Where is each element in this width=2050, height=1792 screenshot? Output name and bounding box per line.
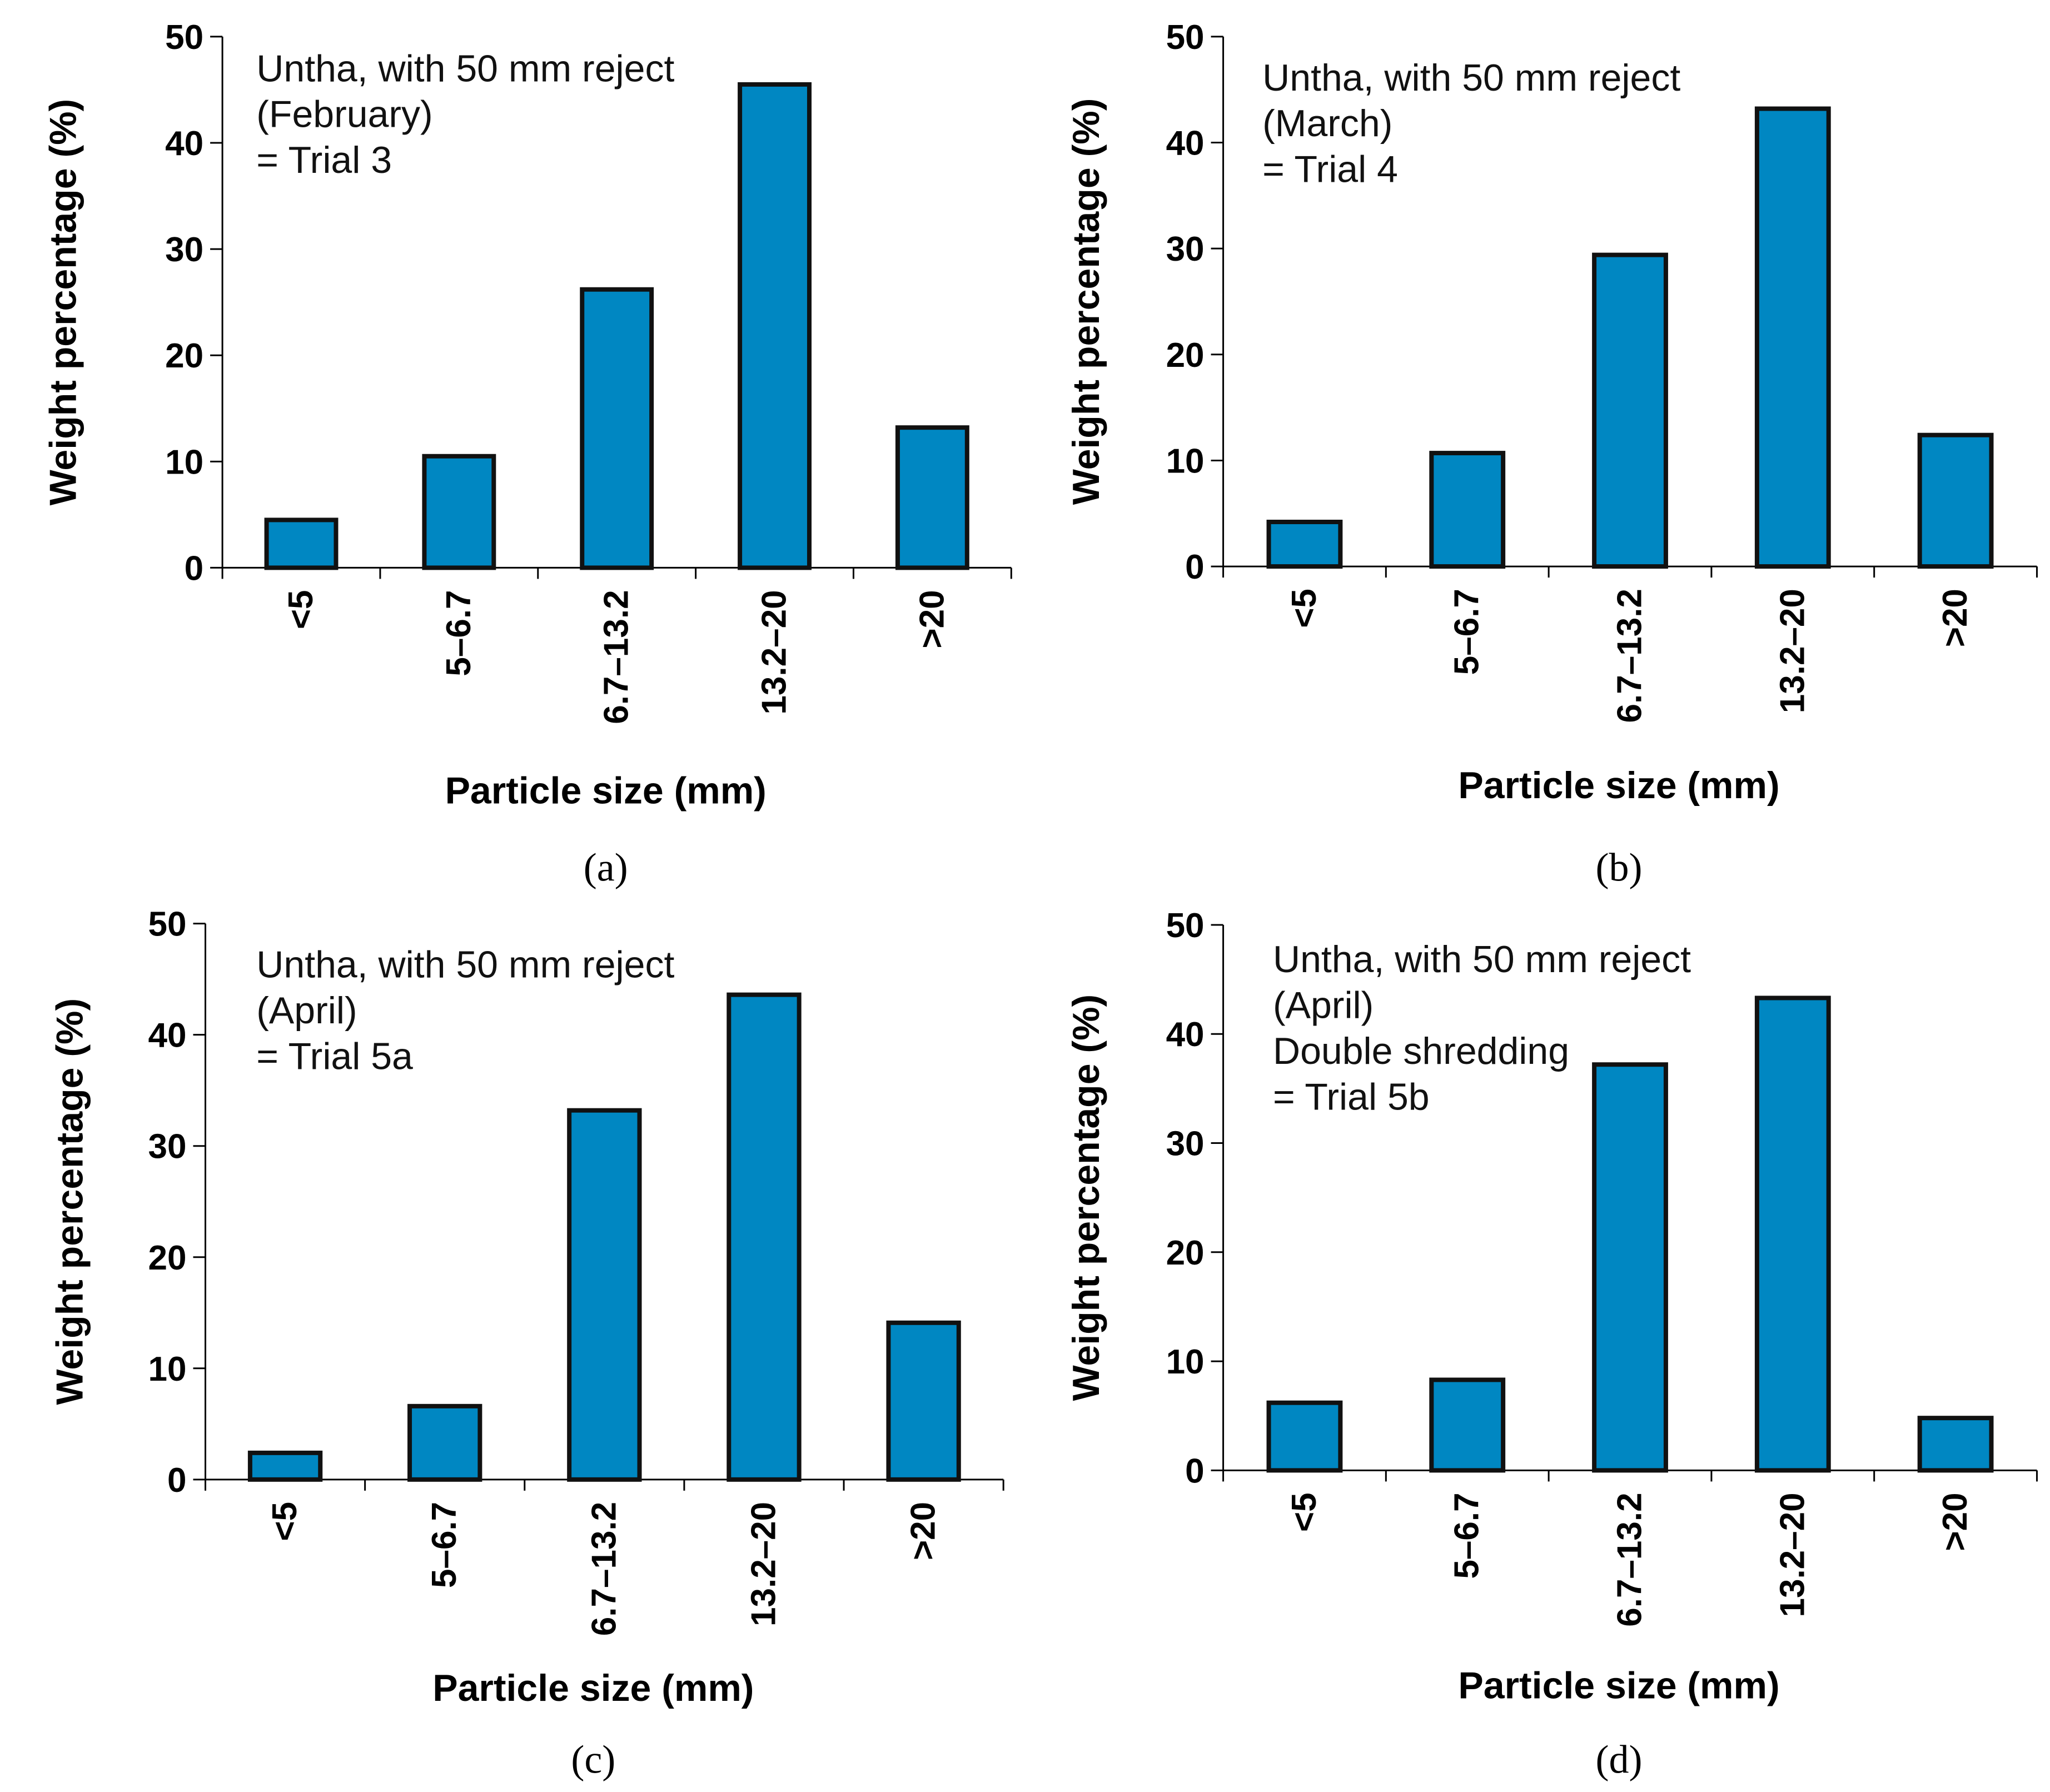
bar-b-2 xyxy=(1429,451,1506,569)
x-category-label: 6.7–13.2 xyxy=(598,590,636,724)
bar-a-4 xyxy=(738,82,812,570)
y-tick-label: 0 xyxy=(167,1461,186,1500)
chart-annotation-line: Double shredding xyxy=(1273,1030,1569,1072)
y-tick-label: 40 xyxy=(165,125,203,163)
bar-c-5 xyxy=(886,1320,961,1482)
y-tick-label: 0 xyxy=(1185,548,1204,586)
chart-annotation-line: = Trial 5b xyxy=(1273,1076,1430,1118)
y-tick-label: 50 xyxy=(1166,907,1205,945)
x-category-label: >20 xyxy=(1936,1492,1974,1551)
y-tick-label: 40 xyxy=(148,1017,187,1055)
panel-label: (a) xyxy=(584,845,628,889)
chart-annotation-line: Untha, with 50 mm reject xyxy=(256,47,674,89)
bar-b-3 xyxy=(1592,252,1668,569)
y-axis-title: Weight percentage (%) xyxy=(42,99,84,506)
x-category-label: 13.2–20 xyxy=(755,590,794,714)
x-category-label: 13.2–20 xyxy=(1773,1492,1812,1617)
x-category-label: 13.2–20 xyxy=(744,1502,783,1626)
bar-d-1 xyxy=(1266,1400,1343,1473)
panel-label: (c) xyxy=(571,1738,615,1782)
y-tick-label: 20 xyxy=(165,337,203,375)
bar-c-1 xyxy=(247,1450,323,1482)
chart-panel-a: 0 10 20 30 40 50 <5 5–6.7 6.7–13.2 13.2–20 >20 Unth… xyxy=(42,18,1012,889)
y-tick-label: 50 xyxy=(165,18,203,57)
x-category-label: 5–6.7 xyxy=(1448,1492,1486,1579)
x-category-label: <5 xyxy=(1285,1492,1323,1532)
chart-annotation-line: (March) xyxy=(1262,102,1392,145)
y-axis-title: Weight percentage (%) xyxy=(1065,994,1107,1401)
y-tick-label: 20 xyxy=(1166,336,1205,375)
chart-panel-b: 0 10 20 30 40 50 <5 5–6.7 6.7–13.2 13.2–20 >20 Unth… xyxy=(1065,18,2038,889)
y-tick-label: 20 xyxy=(148,1239,187,1277)
bar-a-1 xyxy=(264,517,339,570)
bar-d-3 xyxy=(1592,1062,1668,1473)
y-tick-label: 10 xyxy=(1166,1343,1205,1381)
x-category-label: 6.7–13.2 xyxy=(585,1502,623,1636)
chart-annotation-line: (April) xyxy=(1273,984,1374,1027)
x-category-label: 6.7–13.2 xyxy=(1611,1492,1649,1626)
bar-c-2 xyxy=(407,1403,482,1482)
bar-a-2 xyxy=(422,454,496,570)
y-tick-label: 10 xyxy=(148,1350,187,1388)
x-category-label: 13.2–20 xyxy=(1773,589,1812,713)
panel-label: (b) xyxy=(1596,845,1643,889)
chart-annotation-line: = Trial 4 xyxy=(1262,148,1398,191)
y-tick-label: 50 xyxy=(148,905,187,944)
x-category-label: 5–6.7 xyxy=(425,1502,464,1588)
chart-annotation-line: Untha, with 50 mm reject xyxy=(1273,938,1691,980)
y-tick-label: 40 xyxy=(1166,1016,1205,1054)
y-tick-label: 10 xyxy=(1166,442,1205,480)
y-tick-label: 20 xyxy=(1166,1234,1205,1272)
x-category-label: >20 xyxy=(1936,589,1974,647)
panel-label: (d) xyxy=(1596,1738,1643,1782)
x-category-label: >20 xyxy=(904,1502,943,1560)
bar-b-4 xyxy=(1754,106,1831,569)
chart-annotation-line: = Trial 5a xyxy=(256,1035,413,1077)
bar-d-2 xyxy=(1429,1377,1506,1473)
bar-d-5 xyxy=(1917,1416,1994,1473)
x-category-label: <5 xyxy=(1285,589,1323,628)
y-tick-label: 40 xyxy=(1166,125,1205,163)
y-tick-label: 10 xyxy=(165,443,203,481)
chart-panel-c: 0 10 20 30 40 50 <5 5–6.7 6.7–13.2 13.2–20 >20 Unth… xyxy=(48,905,1004,1782)
bar-a-5 xyxy=(895,425,969,570)
y-tick-label: 0 xyxy=(185,549,203,588)
x-category-label: 5–6.7 xyxy=(440,590,478,676)
x-category-label: 6.7–13.2 xyxy=(1611,589,1649,723)
bar-c-4 xyxy=(727,992,802,1482)
y-tick-label: 30 xyxy=(1166,1125,1205,1163)
y-tick-label: 50 xyxy=(1166,18,1205,57)
chart-panel-d: 0 10 20 30 40 50 <5 5–6.7 6.7–13.2 13.2–20 >20 Unth… xyxy=(1065,907,2038,1782)
bar-b-1 xyxy=(1266,520,1343,569)
y-axis-title: Weight percentage (%) xyxy=(48,998,91,1405)
x-category-label: <5 xyxy=(266,1502,304,1541)
bar-a-3 xyxy=(580,287,654,570)
x-category-label: >20 xyxy=(913,590,951,648)
x-axis-title: Particle size (mm) xyxy=(445,770,767,812)
chart-annotation-line: Untha, with 50 mm reject xyxy=(256,944,674,986)
x-axis-title: Particle size (mm) xyxy=(1458,1664,1779,1706)
y-tick-label: 0 xyxy=(1185,1452,1204,1490)
y-tick-label: 30 xyxy=(165,231,203,269)
chart-annotation-line: Untha, with 50 mm reject xyxy=(1262,57,1680,99)
chart-annotation-line: = Trial 3 xyxy=(256,139,392,181)
bar-c-3 xyxy=(567,1108,642,1482)
y-tick-label: 30 xyxy=(1166,230,1205,268)
bar-b-5 xyxy=(1917,432,1994,569)
y-tick-label: 30 xyxy=(148,1128,187,1166)
x-category-label: 5–6.7 xyxy=(1448,589,1486,675)
chart-annotation-line: (April) xyxy=(256,989,357,1032)
chart-annotation-line: (February) xyxy=(256,93,432,136)
x-axis-title: Particle size (mm) xyxy=(1458,764,1779,807)
x-category-label: <5 xyxy=(282,590,320,629)
bar-d-4 xyxy=(1754,995,1831,1473)
y-axis-title: Weight percentage (%) xyxy=(1065,98,1107,505)
x-axis-title: Particle size (mm) xyxy=(432,1667,754,1709)
